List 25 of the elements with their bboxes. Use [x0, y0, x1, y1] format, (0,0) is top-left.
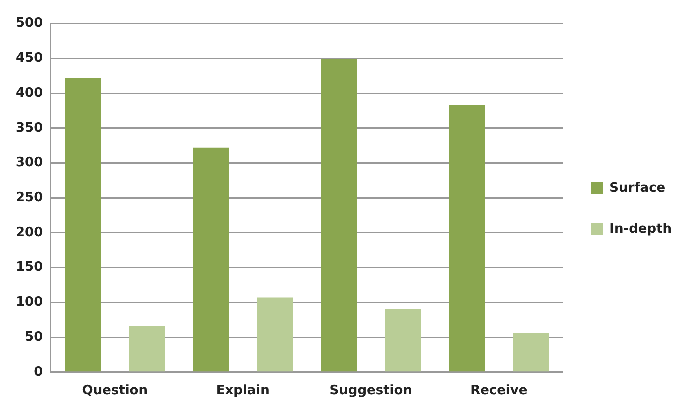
bar — [321, 59, 358, 372]
y-tick-label: 150 — [16, 260, 44, 276]
bar — [385, 308, 422, 372]
y-tick-label: 100 — [16, 295, 44, 310]
legend-label: Surface — [610, 180, 666, 196]
y-tick-label: 350 — [16, 120, 44, 136]
bar — [193, 148, 230, 372]
x-tick-label: Receive — [470, 384, 528, 399]
y-tick-label: 250 — [16, 190, 44, 206]
y-tick-label: 300 — [16, 156, 44, 171]
x-tick-label: Question — [82, 384, 148, 399]
x-tick-label: Suggestion — [330, 384, 412, 399]
bar — [257, 298, 294, 372]
x-tick-label: Explain — [216, 384, 270, 399]
bar — [449, 105, 486, 372]
y-tick-label: 450 — [16, 51, 44, 66]
legend-label: In-depth — [610, 222, 672, 237]
y-tick-label: 50 — [25, 330, 44, 345]
bar — [129, 326, 166, 372]
y-tick-label: 400 — [16, 86, 44, 101]
y-tick-label: 200 — [16, 225, 44, 240]
bar — [513, 333, 550, 372]
y-tick-label: 0 — [34, 364, 44, 380]
bar — [65, 78, 102, 372]
y-tick-label: 500 — [16, 16, 44, 32]
